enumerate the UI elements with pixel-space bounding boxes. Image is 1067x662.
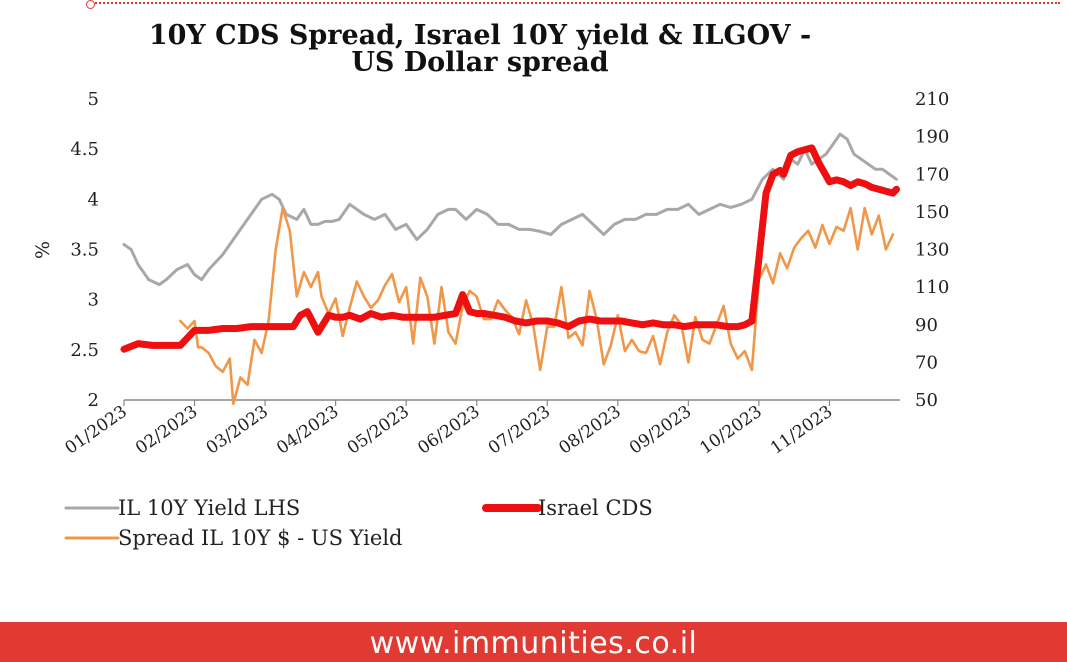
legend-label: Israel CDS [538,496,653,520]
x-axis: 01/2023 02/2023 03/2023 04/2023 05/2023 06/20… [62,399,900,459]
series-line-0 [122,132,898,287]
right-tick-label: 210 [915,89,949,110]
right-tick-label: 50 [915,390,938,411]
left-tick-label: 2 [88,390,99,411]
x-tick-label: 05/2023 [344,402,413,459]
right-tick-label: 190 [915,127,949,148]
y-axis-label: % [32,241,54,259]
right-tick-label: 150 [915,202,949,223]
x-tick-label: 07/2023 [485,402,554,459]
left-tick-label: 5 [88,89,99,110]
right-tick-label: 170 [915,164,949,185]
top-dotted-rule [92,2,1060,4]
x-tick-label: 10/2023 [696,402,765,459]
chart-title: 10Y CDS Spread, Israel 10Y yield & ILGOV… [60,22,900,76]
x-tick-label: 06/2023 [414,402,483,459]
right-tick-label: 130 [915,240,949,261]
left-tick-label: 4 [88,189,99,210]
chart-title-line-1: 10Y CDS Spread, Israel 10Y yield & ILGOV… [148,20,812,51]
x-tick-label: 09/2023 [626,402,695,459]
right-axis-tick-labels: 50 70 90 110 130 150 170 190 210 [915,89,949,411]
footer-bar: www.immunities.co.il [0,622,1067,662]
legend-label: IL 10Y Yield LHS [118,496,300,520]
x-tick-label: 03/2023 [203,402,272,459]
right-tick-label: 70 [915,352,938,373]
x-tick-label: 08/2023 [555,402,624,459]
right-tick-label: 90 [915,315,938,336]
x-tick-label: 11/2023 [767,402,836,459]
line-chart: 2 2.5 3 3.5 4 4.5 5 50 70 90 110 130 150 170 190 210 %… [32,89,949,550]
top-bullet-dot [86,0,95,9]
left-axis-tick-labels: 2 2.5 3 3.5 4 4.5 5 [70,89,99,411]
left-tick-label: 3.5 [70,240,99,261]
footer-url: www.immunities.co.il [369,626,698,661]
left-tick-label: 3 [88,290,99,311]
chart-title-line-2: US Dollar spread [351,47,609,78]
left-tick-label: 4.5 [70,139,99,160]
legend: IL 10Y Yield LHS Israel CDS Spread IL 10Y … [64,496,653,550]
x-tick-label: 04/2023 [273,402,342,459]
left-tick-label: 2.5 [70,340,99,361]
legend-label: Spread IL 10Y $ - US Yield [118,526,402,550]
x-tick-label: 02/2023 [132,402,201,459]
series-line-1 [120,144,900,353]
series-line-2 [179,206,895,406]
right-tick-label: 110 [915,277,949,298]
series-layer [120,132,900,406]
